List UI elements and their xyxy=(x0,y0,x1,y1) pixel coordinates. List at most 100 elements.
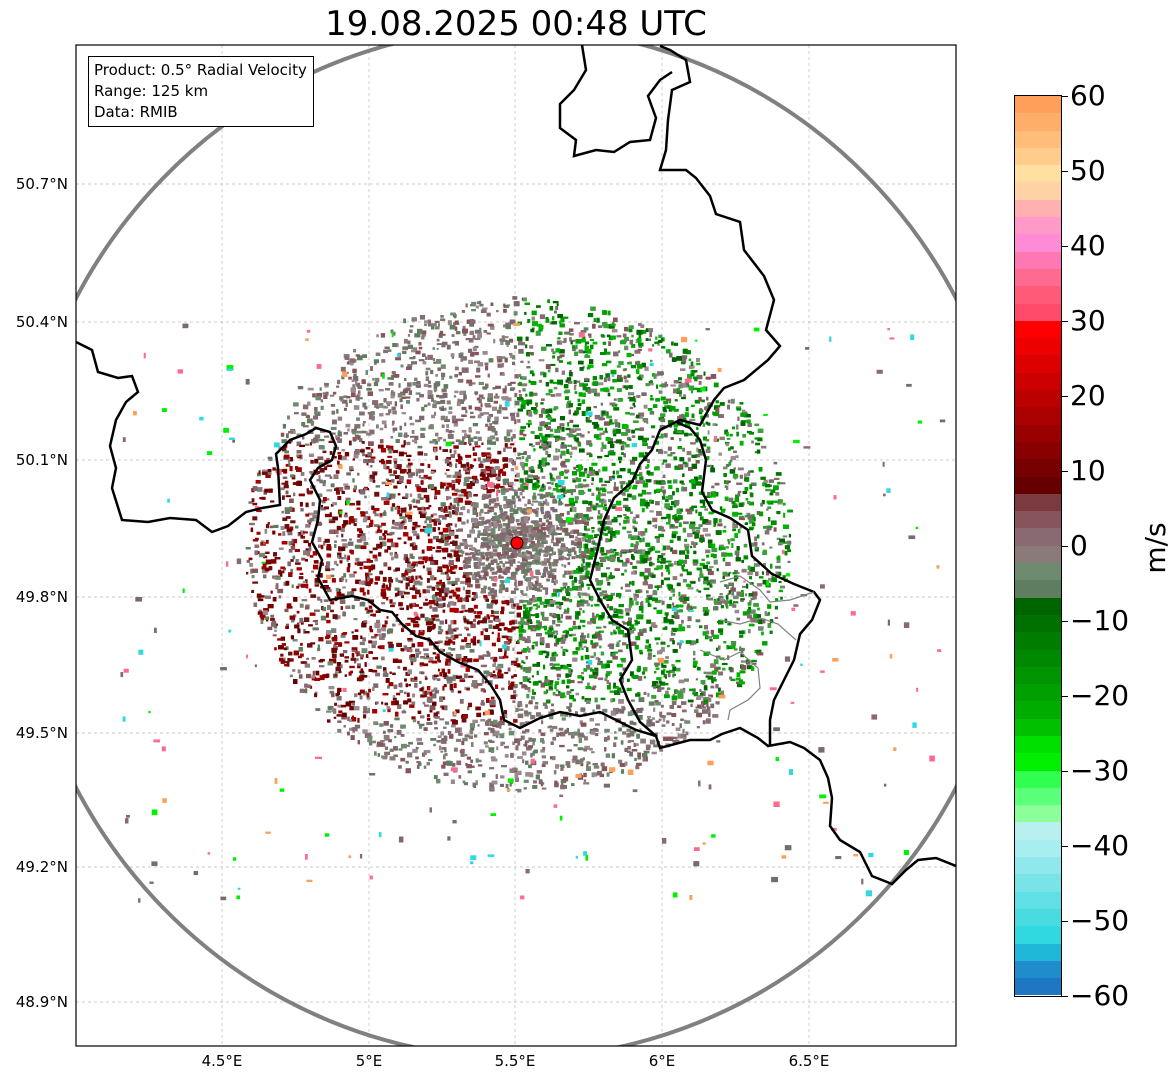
echo-pixel xyxy=(323,480,326,484)
echo-pixel xyxy=(351,631,354,634)
echo-pixel xyxy=(775,472,782,476)
echo-pixel xyxy=(496,746,499,751)
echo-pixel xyxy=(428,504,432,508)
echo-pixel xyxy=(409,493,413,497)
echo-pixel xyxy=(605,673,608,678)
echo-pixel xyxy=(286,603,292,607)
echo-pixel xyxy=(473,458,477,462)
echo-pixel xyxy=(445,636,448,640)
echo-pixel xyxy=(645,505,649,509)
echo-pixel xyxy=(526,577,532,582)
echo-pixel xyxy=(418,606,423,609)
echo-pixel xyxy=(584,549,587,554)
echo-pixel xyxy=(532,372,535,377)
echo-pixel xyxy=(283,468,288,474)
echo-pixel xyxy=(455,709,460,714)
echo-pixel xyxy=(748,606,751,611)
echo-pixel xyxy=(526,422,532,425)
echo-pixel xyxy=(454,374,458,378)
echo-pixel xyxy=(374,751,377,756)
echo-pixel xyxy=(309,555,314,558)
echo-pixel xyxy=(572,479,577,483)
echo-pixel xyxy=(493,610,500,614)
echo-pixel xyxy=(566,489,572,493)
echo-pixel xyxy=(317,647,321,652)
echo-pixel xyxy=(586,406,592,411)
echo-pixel xyxy=(600,762,605,767)
echo-pixel xyxy=(582,625,586,628)
echo-pixel xyxy=(662,627,667,630)
echo-pixel xyxy=(580,619,586,623)
echo-pixel xyxy=(579,383,582,387)
echo-pixel xyxy=(654,341,659,345)
echo-pixel xyxy=(560,767,564,771)
echo-pixel xyxy=(560,784,565,790)
echo-pixel xyxy=(489,782,494,788)
echo-pixel xyxy=(440,481,443,487)
echo-pixel xyxy=(353,373,357,378)
echo-pixel xyxy=(538,551,541,556)
echo-pixel xyxy=(412,498,416,503)
echo-pixel xyxy=(660,662,664,666)
echo-pixel xyxy=(392,672,396,676)
echo-pixel xyxy=(298,674,303,679)
echo-pixel xyxy=(450,620,455,625)
echo-pixel xyxy=(478,300,482,305)
echo-pixel xyxy=(455,587,458,592)
echo-pixel xyxy=(539,421,545,427)
echo-pixel xyxy=(305,523,311,528)
echo-pixel xyxy=(354,562,357,566)
echo-pixel xyxy=(546,524,552,530)
echo-pixel xyxy=(525,639,531,644)
echo-pixel xyxy=(344,512,348,515)
echo-pixel xyxy=(559,320,562,324)
echo-pixel xyxy=(406,472,410,475)
echo-pixel xyxy=(452,674,458,679)
echo-pixel xyxy=(666,568,670,572)
echo-pixel xyxy=(601,502,604,508)
echo-pixel xyxy=(577,681,583,684)
echo-pixel xyxy=(508,730,515,736)
echo-pixel xyxy=(381,701,384,705)
echo-pixel xyxy=(739,402,744,405)
echo-pixel xyxy=(530,738,536,742)
echo-pixel xyxy=(392,519,395,525)
echo-pixel xyxy=(658,449,664,454)
echo-pixel xyxy=(383,349,388,354)
echo-pixel xyxy=(757,607,760,611)
echo-pixel xyxy=(506,536,513,540)
echo-pixel xyxy=(408,390,413,395)
echo-pixel xyxy=(701,558,705,561)
echo-pixel xyxy=(496,562,500,566)
echo-pixel xyxy=(738,679,743,682)
echo-pixel xyxy=(419,680,422,684)
echo-pixel xyxy=(504,463,509,468)
echo-pixel xyxy=(450,654,453,657)
echo-pixel xyxy=(538,518,543,523)
echo-pixel xyxy=(774,616,779,619)
echo-pixel xyxy=(619,468,626,472)
echo-pixel xyxy=(267,469,272,473)
echo-pixel xyxy=(461,310,465,313)
echo-pixel xyxy=(522,388,526,392)
echo-pixel xyxy=(539,433,543,437)
echo-pixel xyxy=(670,452,676,455)
echo-pixel xyxy=(453,449,457,455)
echo-pixel xyxy=(468,735,473,739)
echo-pixel xyxy=(673,342,679,346)
echo-pixel xyxy=(687,374,693,379)
echo-pixel xyxy=(458,461,462,465)
echo-pixel xyxy=(717,523,723,527)
echo-pixel xyxy=(522,562,527,568)
echo-pixel xyxy=(272,634,277,637)
echo-pixel xyxy=(594,697,598,703)
echo-pixel xyxy=(382,673,389,677)
echo-pixel xyxy=(675,689,679,694)
echo-pixel xyxy=(553,406,559,410)
echo-pixel xyxy=(246,560,250,563)
echo-pixel xyxy=(498,656,505,660)
echo-pixel xyxy=(640,330,647,334)
echo-pixel xyxy=(634,428,641,431)
echo-pixel xyxy=(630,543,634,548)
echo-pixel xyxy=(645,557,652,561)
